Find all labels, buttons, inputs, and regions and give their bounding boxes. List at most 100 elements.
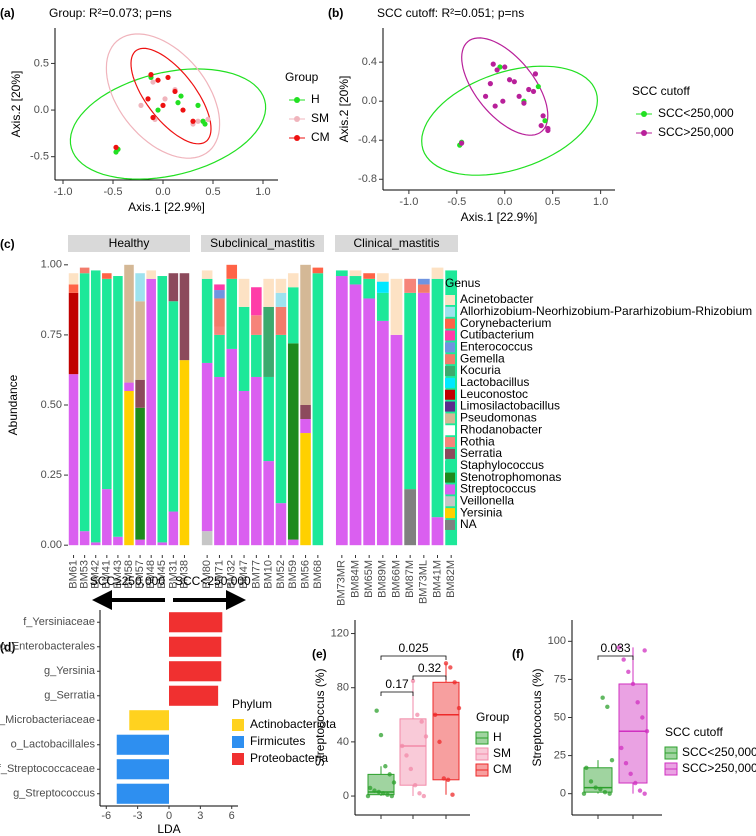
legend-label: H — [493, 730, 502, 744]
bar-segment — [376, 281, 389, 293]
point — [538, 122, 544, 129]
legend-key — [232, 719, 244, 731]
y-tick-label: 0.0 — [34, 104, 49, 116]
legend-label: Proteobacteria — [250, 751, 328, 765]
bar-segment — [102, 489, 112, 546]
legend-key — [445, 306, 455, 317]
y-tick-label: -0.5 — [30, 151, 49, 163]
point — [621, 657, 626, 662]
bar-segment — [79, 267, 90, 274]
ellipse — [69, 68, 267, 180]
bar-segment — [124, 264, 134, 383]
bar-segment — [275, 306, 287, 335]
x-tick-label: BM87M — [404, 560, 416, 598]
bar-segment — [201, 362, 213, 532]
bar-segment — [335, 270, 348, 277]
bar-segment — [251, 287, 262, 316]
legend-key — [445, 366, 455, 377]
box — [618, 683, 648, 784]
bar-segment — [275, 292, 287, 307]
legend-key — [294, 97, 300, 103]
y-tick-label: g_Serratia — [44, 690, 96, 702]
bar-segment — [404, 292, 417, 490]
legend-key — [445, 401, 455, 412]
bar-segment — [417, 284, 430, 293]
legend-key — [232, 736, 244, 748]
bar — [169, 661, 222, 682]
legend-key — [641, 130, 647, 136]
y-axis-label: Streptococcus (%) — [313, 668, 327, 766]
point — [443, 661, 449, 666]
bar-segment — [363, 273, 376, 279]
y-tick-label: 40 — [337, 736, 349, 748]
legend-key — [445, 448, 455, 459]
y-tick-label: -0.8 — [358, 173, 377, 185]
y-tick-label: 120 — [331, 627, 349, 639]
bar — [116, 783, 169, 804]
bar-segment — [300, 264, 311, 405]
x-tick-label: BM65M — [363, 560, 375, 598]
bar-segment — [113, 276, 123, 537]
comparison-bracket — [380, 655, 447, 660]
y-tick-label: f_Streptococcaceae — [0, 763, 95, 775]
point — [190, 118, 196, 124]
legend-key — [445, 437, 455, 448]
point — [372, 788, 377, 793]
bar-segment — [275, 278, 287, 293]
bar-segment — [251, 334, 262, 377]
point — [178, 93, 184, 99]
p-value: 0.17 — [385, 677, 409, 691]
y-tick-label: 0 — [343, 790, 349, 802]
legend-label: Enterococcus — [460, 340, 533, 354]
facet-strip — [68, 235, 190, 252]
point — [644, 729, 650, 734]
x-axis-label: Axis.1 [22.9%] — [461, 210, 538, 224]
legend-title: Genus — [445, 276, 480, 290]
point — [138, 102, 144, 108]
ellipse — [421, 65, 599, 176]
legend-title: SCC cutoff — [632, 84, 690, 98]
point — [410, 678, 416, 684]
point — [452, 680, 457, 685]
bar-segment — [238, 306, 250, 391]
x-tick-label: BM57 — [134, 560, 146, 589]
bar-segment — [113, 536, 123, 546]
bar-segment — [275, 334, 287, 504]
point — [445, 777, 451, 782]
bar-segment — [417, 292, 430, 546]
y-tick-label: 0 — [560, 788, 566, 800]
point — [593, 785, 598, 790]
point — [511, 79, 517, 85]
x-tick-label: BM53 — [79, 560, 91, 589]
legend-label: Gemella — [460, 351, 505, 365]
bar-segment — [68, 273, 79, 285]
ellipse — [130, 47, 212, 145]
y-tick-label: g_Yersinia — [44, 665, 96, 677]
bar-segment — [431, 267, 444, 279]
chart-title: SCC cutoff: R²=0.051; p=ns — [377, 6, 524, 20]
x-tick-label: -3 — [133, 810, 143, 822]
point — [633, 780, 638, 786]
point — [162, 96, 168, 102]
ellipse — [461, 37, 549, 136]
x-tick-label: BM41M — [431, 560, 443, 598]
y-tick-label: o_Lactobacillales — [11, 739, 96, 751]
legend-label: Kocuria — [460, 363, 501, 377]
legend-key — [445, 425, 455, 436]
point — [376, 789, 382, 795]
bar-segment — [417, 278, 430, 285]
legend-title: Phylum — [232, 697, 272, 711]
point — [532, 71, 539, 77]
x-tick-label: -0.5 — [447, 196, 466, 208]
point — [145, 96, 151, 102]
point — [598, 786, 603, 792]
point — [500, 98, 506, 104]
bar-segment — [201, 278, 213, 363]
bar-segment — [146, 270, 156, 279]
bar-segment — [349, 270, 362, 277]
y-axis-label: Abundance — [6, 374, 20, 435]
bar-segment — [335, 276, 348, 546]
x-tick-label: BM73MR — [336, 560, 348, 606]
bar-segment — [287, 273, 299, 288]
bar-segment — [287, 343, 299, 540]
